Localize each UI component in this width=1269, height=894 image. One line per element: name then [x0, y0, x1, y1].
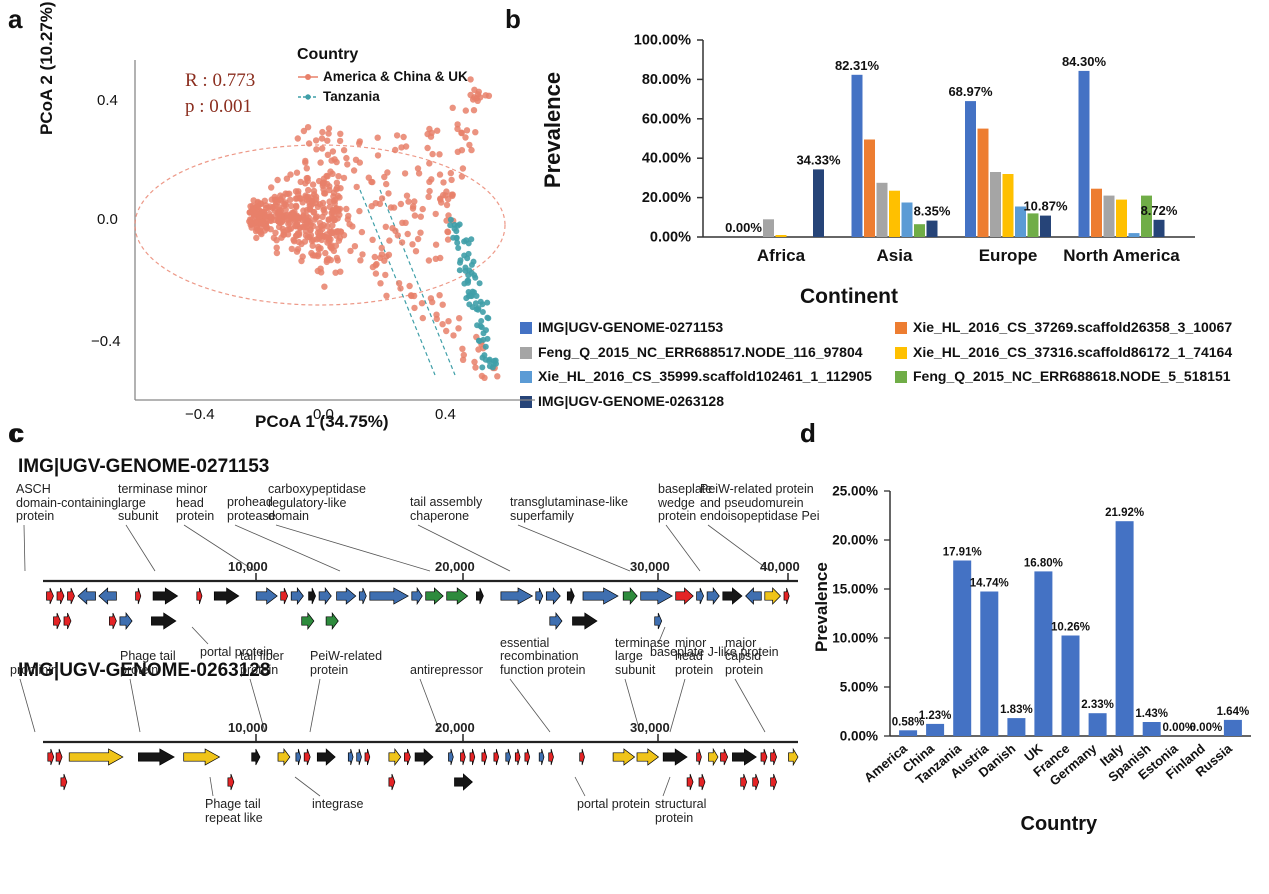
svg-text:34.33%: 34.33%	[796, 152, 841, 167]
svg-text:5.00%: 5.00%	[840, 680, 878, 695]
svg-text:84.30%: 84.30%	[1062, 54, 1107, 69]
svg-text:1.23%: 1.23%	[919, 710, 952, 722]
svg-text:2.33%: 2.33%	[1081, 699, 1114, 711]
svg-text:15.00%: 15.00%	[832, 582, 878, 597]
svg-text:60.00%: 60.00%	[642, 111, 691, 127]
svg-text:21.92%: 21.92%	[1105, 507, 1144, 519]
svg-text:14.74%: 14.74%	[970, 578, 1009, 590]
svg-text:8.72%: 8.72%	[1141, 203, 1178, 218]
svg-text:20.00%: 20.00%	[642, 190, 691, 206]
svg-text:100.00%: 100.00%	[634, 33, 691, 49]
svg-text:1.43%: 1.43%	[1135, 708, 1168, 720]
svg-text:Africa: Africa	[757, 246, 806, 265]
svg-text:80.00%: 80.00%	[642, 72, 691, 88]
svg-text:20,000: 20,000	[435, 559, 475, 574]
svg-text:20.00%: 20.00%	[832, 533, 878, 548]
svg-text:68.97%: 68.97%	[948, 84, 993, 99]
svg-text:30,000: 30,000	[630, 720, 670, 735]
svg-text:North America: North America	[1063, 246, 1180, 265]
svg-text:0.00%: 0.00%	[1190, 722, 1223, 734]
svg-text:8.35%: 8.35%	[914, 204, 951, 219]
svg-text:17.91%: 17.91%	[943, 547, 982, 559]
svg-text:0.00%: 0.00%	[650, 230, 691, 246]
svg-text:20,000: 20,000	[435, 720, 475, 735]
svg-text:16.80%: 16.80%	[1024, 557, 1063, 569]
svg-text:Asia: Asia	[877, 246, 913, 265]
svg-text:40.00%: 40.00%	[642, 151, 691, 167]
svg-text:10.87%: 10.87%	[1023, 199, 1068, 214]
svg-text:1.64%: 1.64%	[1217, 706, 1250, 718]
svg-text:0.00%: 0.00%	[725, 220, 762, 235]
svg-text:0.00%: 0.00%	[840, 729, 878, 744]
svg-text:10.26%: 10.26%	[1051, 622, 1090, 634]
svg-text:82.31%: 82.31%	[835, 58, 880, 73]
svg-text:40,000: 40,000	[760, 559, 800, 574]
svg-text:10,000: 10,000	[228, 559, 268, 574]
svg-text:10,000: 10,000	[228, 720, 268, 735]
svg-text:1.83%: 1.83%	[1000, 704, 1033, 716]
svg-text:Europe: Europe	[979, 246, 1038, 265]
svg-text:30,000: 30,000	[630, 559, 670, 574]
